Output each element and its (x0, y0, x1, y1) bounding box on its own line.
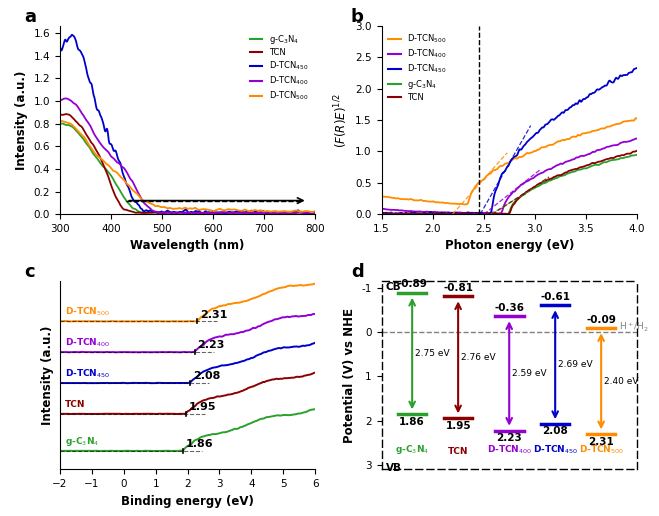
X-axis label: Wavelength (nm): Wavelength (nm) (130, 239, 244, 252)
Text: 2.59 eV: 2.59 eV (512, 369, 546, 378)
Text: CB: CB (386, 282, 401, 292)
Text: -0.36: -0.36 (494, 302, 524, 313)
Text: 1.95: 1.95 (188, 402, 216, 412)
Y-axis label: Intensity (a.u.): Intensity (a.u.) (42, 326, 54, 425)
Text: 2.08: 2.08 (542, 426, 568, 437)
Text: 2.31: 2.31 (200, 310, 227, 319)
Text: H$^+$/H$_2$: H$^+$/H$_2$ (619, 320, 649, 334)
Y-axis label: Intensity (a.u.): Intensity (a.u.) (15, 70, 28, 170)
Text: D-TCN$_{400}$: D-TCN$_{400}$ (65, 336, 110, 349)
Text: 1.95: 1.95 (445, 421, 471, 431)
X-axis label: Binding energy (eV): Binding energy (eV) (121, 495, 254, 508)
Text: 2.76 eV: 2.76 eV (461, 353, 496, 362)
Text: 2.75 eV: 2.75 eV (415, 349, 449, 358)
Text: D-TCN$_{450}$: D-TCN$_{450}$ (532, 444, 578, 456)
Text: b: b (351, 8, 364, 26)
Text: -0.61: -0.61 (540, 292, 570, 301)
Legend: g-C$_3$N$_4$, TCN, D-TCN$_{450}$, D-TCN$_{400}$, D-TCN$_{500}$: g-C$_3$N$_4$, TCN, D-TCN$_{450}$, D-TCN$… (247, 30, 311, 105)
Text: 2.31: 2.31 (588, 437, 614, 447)
Text: D-TCN$_{450}$: D-TCN$_{450}$ (65, 367, 110, 380)
Text: c: c (24, 263, 35, 281)
Text: D-TCN$_{400}$: D-TCN$_{400}$ (486, 444, 532, 456)
Text: a: a (24, 8, 36, 26)
Text: 2.69 eV: 2.69 eV (558, 360, 592, 369)
Text: 2.08: 2.08 (192, 372, 220, 381)
Text: D-TCN$_{500}$: D-TCN$_{500}$ (579, 444, 624, 456)
Text: TCN: TCN (448, 447, 469, 456)
Text: g-C$_3$N$_4$: g-C$_3$N$_4$ (395, 443, 430, 456)
Text: -0.09: -0.09 (587, 315, 616, 325)
Y-axis label: $(F(R)E)^{1/2}$: $(F(R)E)^{1/2}$ (332, 92, 350, 148)
Text: D-TCN$_{500}$: D-TCN$_{500}$ (65, 305, 110, 318)
Legend: D-TCN$_{500}$, D-TCN$_{400}$, D-TCN$_{450}$, g-C$_3$N$_4$, TCN: D-TCN$_{500}$, D-TCN$_{400}$, D-TCN$_{45… (386, 30, 449, 105)
Text: -0.81: -0.81 (443, 283, 473, 293)
Text: 1.86: 1.86 (186, 439, 214, 449)
X-axis label: Photon energy (eV): Photon energy (eV) (445, 239, 574, 252)
Text: VB: VB (386, 463, 401, 473)
Text: 2.23: 2.23 (496, 433, 522, 443)
Y-axis label: Potential (V) vs NHE: Potential (V) vs NHE (343, 308, 356, 443)
Text: 1.86: 1.86 (399, 417, 425, 427)
Text: 2.23: 2.23 (198, 341, 225, 350)
Text: TCN: TCN (65, 400, 85, 409)
Text: g-C$_3$N$_4$: g-C$_3$N$_4$ (65, 435, 99, 448)
Text: 2.40 eV: 2.40 eV (604, 377, 638, 386)
Text: -0.89: -0.89 (397, 279, 427, 289)
Text: d: d (351, 263, 364, 281)
